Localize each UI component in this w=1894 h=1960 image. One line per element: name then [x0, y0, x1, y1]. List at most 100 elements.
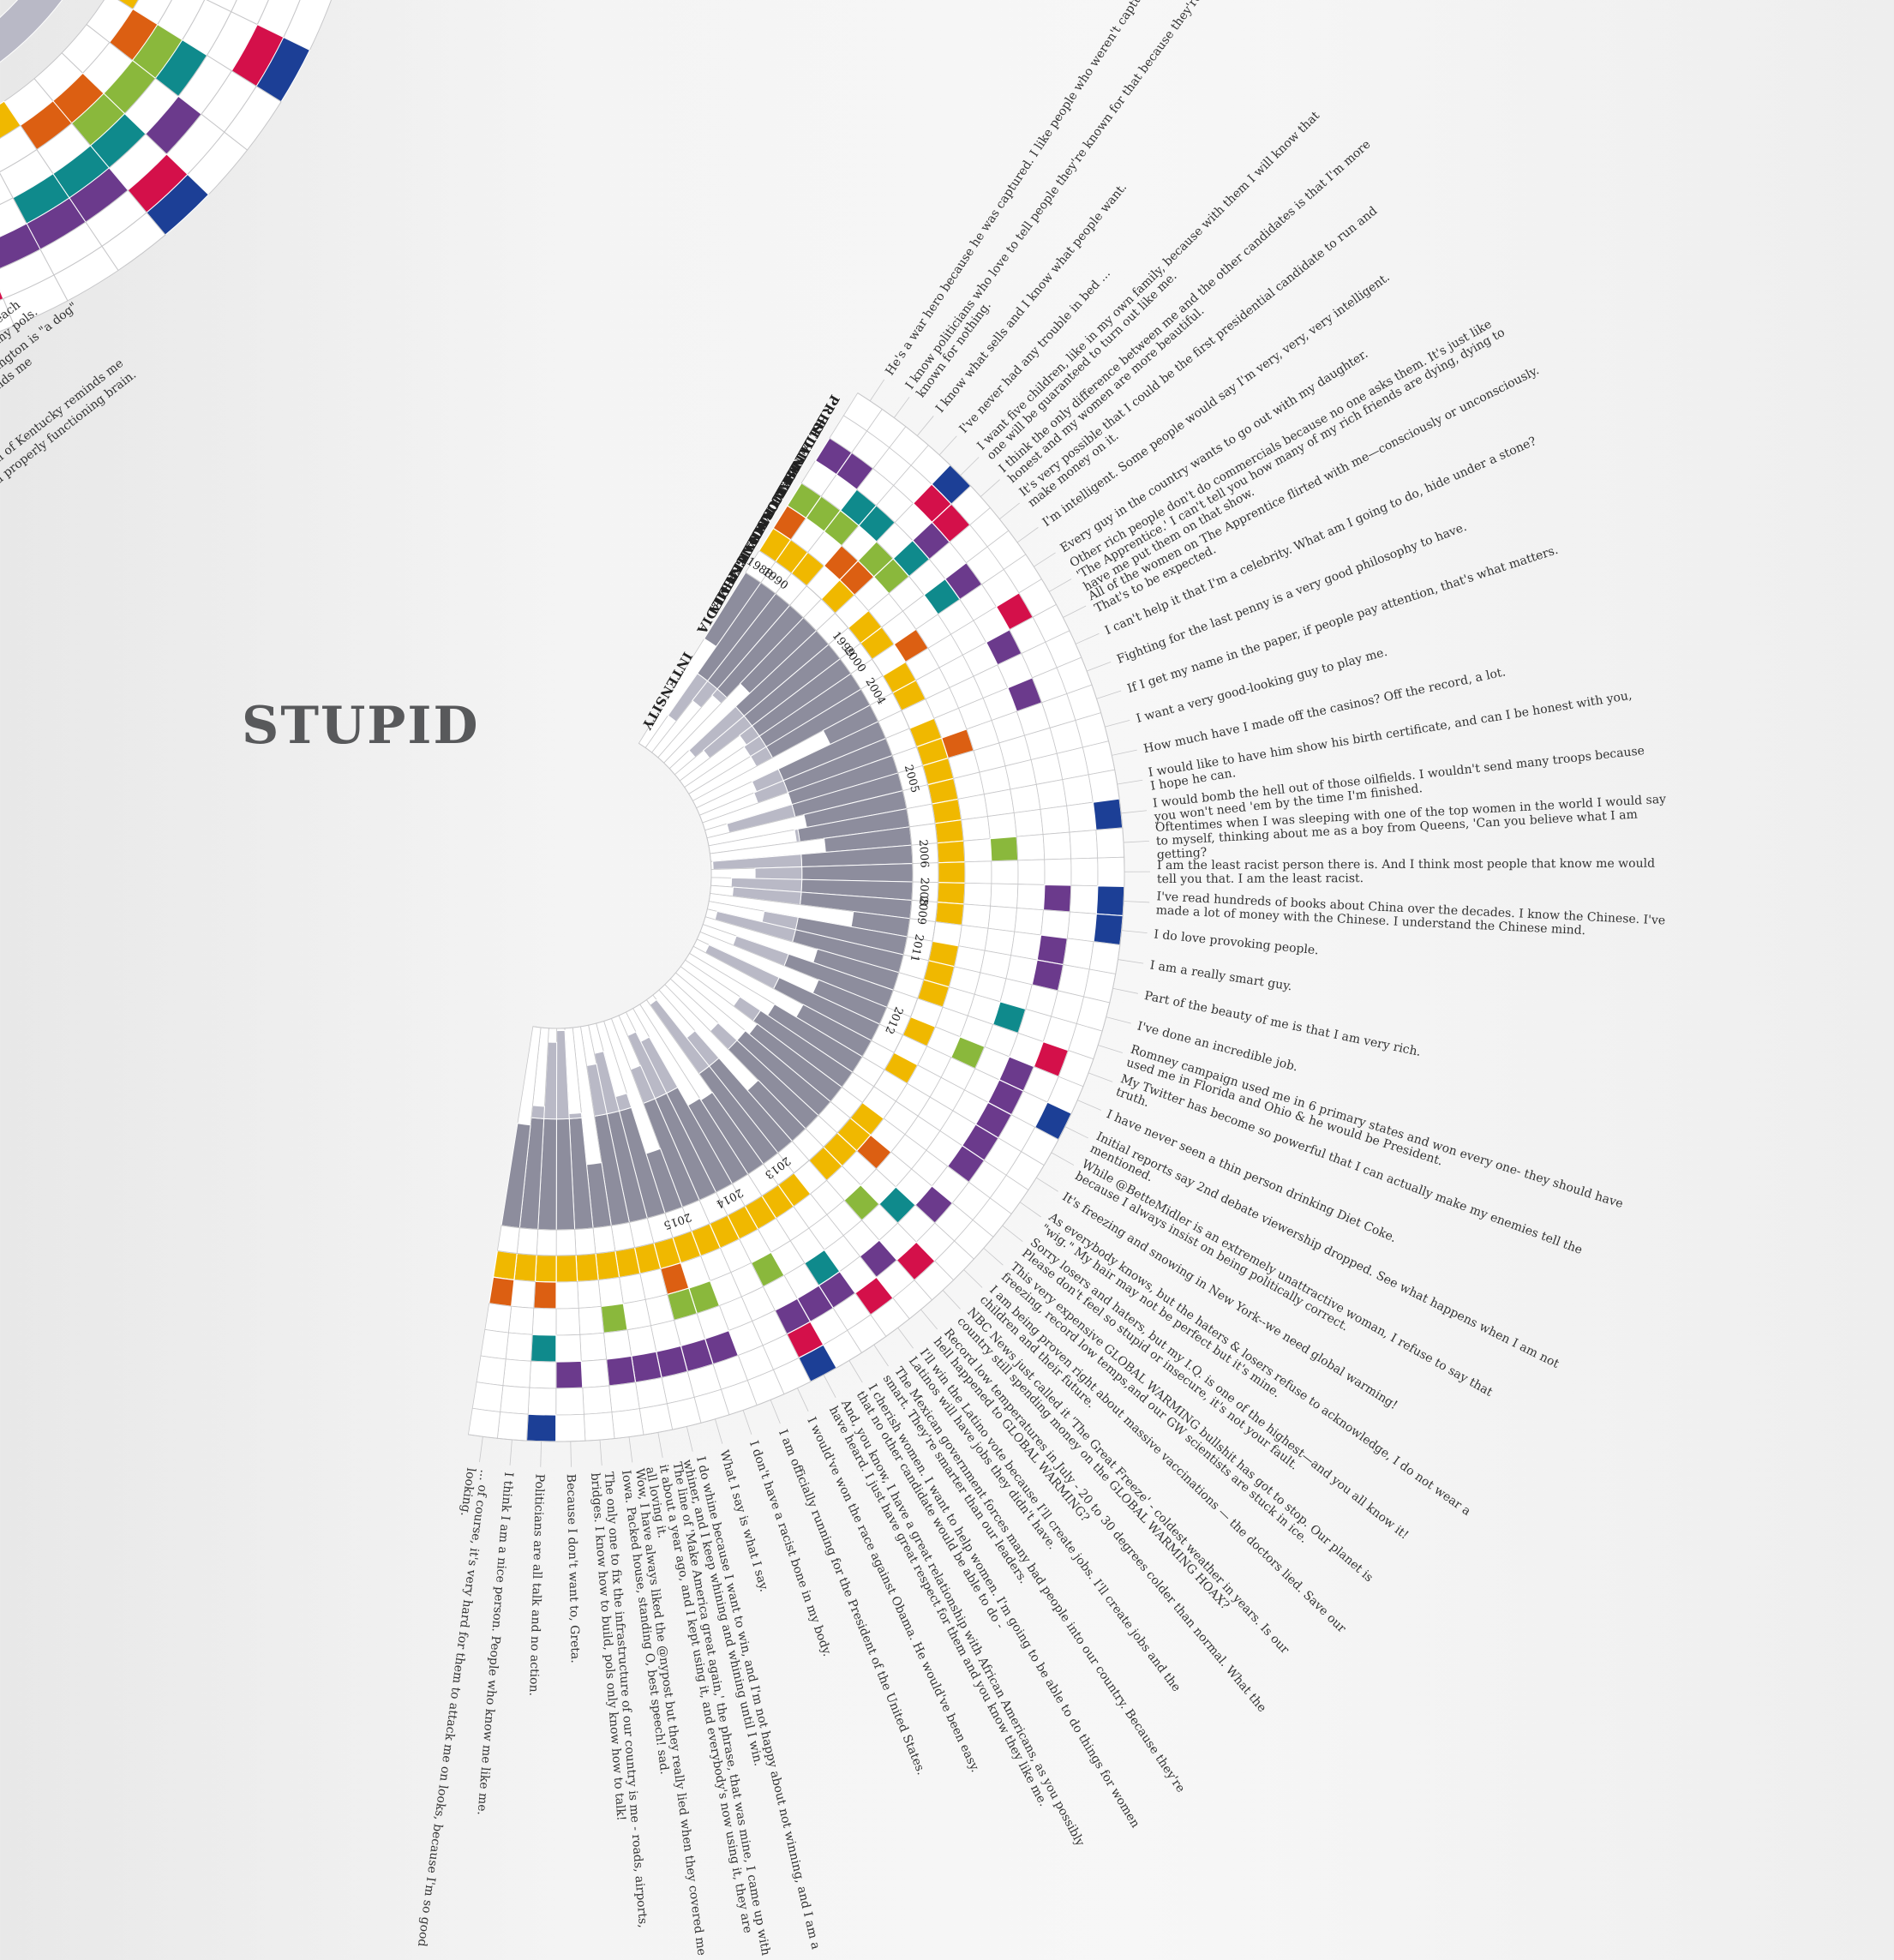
- cell-other-media: [938, 883, 965, 904]
- quote-group: I am the least racist person there is. A…: [1157, 857, 1655, 886]
- empty-cell: [1036, 780, 1066, 810]
- year-cell: [556, 1229, 576, 1256]
- quote-group: Romney campaign used me in 6 primary sta…: [1124, 1043, 1624, 1225]
- cell-women: [990, 836, 1017, 861]
- cell-himself: [632, 1352, 662, 1382]
- empty-cell: [556, 1414, 585, 1442]
- empty-cell: [1041, 910, 1070, 938]
- leader-line: [1124, 901, 1149, 902]
- empty-cell: [468, 1408, 500, 1438]
- quote-line: tell you that. I am the least racist.: [1157, 872, 1364, 886]
- leader-line: [541, 1442, 542, 1467]
- empty-cell: [500, 1386, 530, 1414]
- leader-line: [629, 1437, 632, 1463]
- empty-cell: [609, 1382, 639, 1412]
- leader-line: [770, 1400, 780, 1424]
- leader-line: [1003, 1226, 1023, 1242]
- empty-cell: [556, 1308, 580, 1335]
- leader-line: [1087, 662, 1111, 671]
- leader-line: [1105, 720, 1130, 727]
- leader-line: [1122, 931, 1148, 933]
- quote-line: Because I don't want to, Greta.: [564, 1474, 582, 1663]
- quote-line: used me in Florida and Ohio & he would b…: [1124, 1056, 1444, 1169]
- leader-line: [920, 1310, 937, 1329]
- leader-line: [658, 1432, 662, 1458]
- empty-cell: [1067, 802, 1096, 832]
- intensity-bar-inner: [531, 1106, 544, 1118]
- intensity-bar-outer: [802, 864, 913, 882]
- leader-line: [894, 397, 909, 417]
- empty-cell: [1015, 908, 1044, 935]
- cell-presidential-campaign: [1094, 914, 1123, 944]
- empty-cell: [506, 1333, 532, 1361]
- empty-cell: [958, 794, 988, 820]
- cell-himself: [556, 1361, 583, 1388]
- empty-cell: [1070, 885, 1097, 914]
- empty-cell: [598, 1277, 623, 1306]
- empty-cell: [578, 1280, 602, 1309]
- leader-line: [1106, 1017, 1131, 1024]
- prev-quote-fragment: a properly functioning brain.: [0, 368, 139, 487]
- leader-line: [1077, 1100, 1101, 1111]
- cell-himself: [1043, 884, 1070, 912]
- leader-line: [1098, 1045, 1123, 1052]
- empty-cell: [476, 1356, 506, 1386]
- empty-cell: [1010, 784, 1040, 812]
- empty-cell: [508, 1306, 533, 1334]
- cell-men: [530, 1334, 555, 1362]
- empty-cell: [556, 1334, 581, 1362]
- empty-cell: [1096, 828, 1124, 858]
- leader-line: [1063, 606, 1086, 618]
- quote-group: Because I don't want to, Greta.: [564, 1474, 582, 1663]
- leader-line: [1020, 1202, 1040, 1217]
- leader-line: [898, 1328, 914, 1348]
- leader-line: [797, 1388, 808, 1412]
- empty-cell: [1018, 860, 1045, 884]
- leader-line: [964, 1270, 983, 1288]
- leader-line: [1118, 780, 1143, 784]
- leader-line: [1112, 988, 1137, 993]
- leader-line: [715, 1419, 722, 1444]
- leader-line: [1121, 811, 1147, 813]
- empty-cell: [1011, 932, 1041, 960]
- previous-chart-fragment: [0, 0, 333, 358]
- empty-cell: [1064, 938, 1094, 969]
- cell-presidential-campaign: [1093, 799, 1122, 830]
- empty-cell: [962, 817, 991, 842]
- empty-cell: [1017, 884, 1045, 910]
- cell-presidential-campaign: [526, 1414, 555, 1442]
- leader-line: [479, 1436, 482, 1462]
- leader-line: [1076, 633, 1099, 644]
- empty-cell: [497, 1412, 528, 1441]
- empty-cell: [639, 1404, 672, 1435]
- empty-cell: [1071, 858, 1098, 886]
- empty-cell: [1063, 775, 1094, 806]
- quote-line: I do love provoking people.: [1154, 927, 1320, 957]
- quote-group: Part of the beauty of me is that I am ve…: [1143, 989, 1422, 1059]
- cell-other-media: [932, 799, 961, 823]
- empty-cell: [556, 1281, 578, 1309]
- empty-cell: [556, 1388, 584, 1415]
- empty-cell: [584, 1412, 614, 1441]
- quote-group: Politicians are all talk and no action.: [526, 1473, 546, 1696]
- empty-cell: [485, 1304, 512, 1333]
- quote-group: I do love provoking people.: [1154, 927, 1320, 957]
- empty-cell: [481, 1329, 508, 1358]
- cell-presidential-campaign: [1096, 886, 1124, 916]
- leader-line: [1112, 750, 1136, 755]
- cell-social-media: [534, 1281, 556, 1309]
- year-cell: [593, 1226, 615, 1254]
- intensity-bar-inner: [569, 1112, 582, 1118]
- empty-cell: [578, 1306, 603, 1334]
- quote-line: I am a really smart guy.: [1149, 958, 1293, 993]
- leader-line: [849, 1361, 862, 1383]
- cell-himself: [1037, 935, 1067, 965]
- empty-cell: [992, 860, 1018, 884]
- cell-other-media: [576, 1254, 598, 1282]
- cell-other-media: [494, 1251, 518, 1280]
- empty-cell: [1045, 859, 1071, 885]
- year-cell: [575, 1228, 596, 1256]
- empty-cell: [1070, 830, 1098, 859]
